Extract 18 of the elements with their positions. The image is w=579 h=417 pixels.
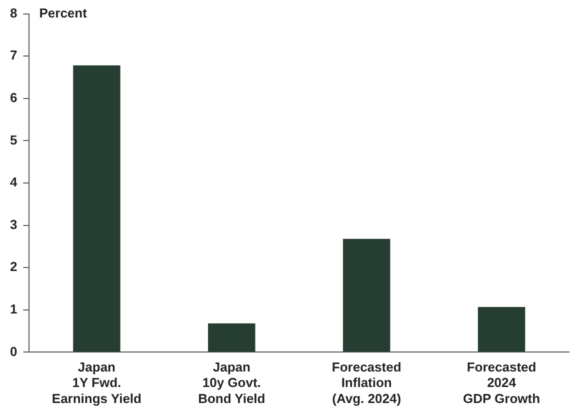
y-tick-label: 1 xyxy=(10,301,18,316)
bar xyxy=(478,306,526,352)
x-tick-label: Japan 10y Govt. Bond Yield xyxy=(198,360,266,406)
bar xyxy=(208,323,256,352)
y-tick-label: 7 xyxy=(10,48,18,63)
y-tick-label: 5 xyxy=(10,132,18,148)
y-tick-label: 2 xyxy=(10,259,18,274)
x-tick-label: Forecasted 2024 GDP Growth xyxy=(463,360,540,406)
y-tick-label: 8 xyxy=(10,5,18,20)
x-tick-label: Forecasted Inflation (Avg. 2024) xyxy=(332,360,402,406)
bar xyxy=(73,65,120,352)
x-tick-label: Japan 1Y Fwd. Earnings Yield xyxy=(52,360,142,406)
y-axis-title: Percent xyxy=(39,5,88,20)
y-tick-label: 6 xyxy=(10,90,18,105)
bar xyxy=(342,238,390,352)
y-tick-label: 0 xyxy=(10,344,18,359)
y-tick-label: 4 xyxy=(10,174,18,190)
y-tick-label: 3 xyxy=(10,216,18,232)
